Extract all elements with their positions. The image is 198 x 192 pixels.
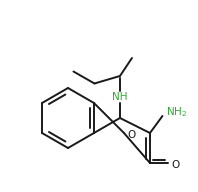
Text: NH$_2$: NH$_2$	[167, 105, 188, 119]
Text: O: O	[128, 130, 136, 140]
Text: NH: NH	[112, 92, 128, 102]
Text: O: O	[172, 160, 180, 170]
